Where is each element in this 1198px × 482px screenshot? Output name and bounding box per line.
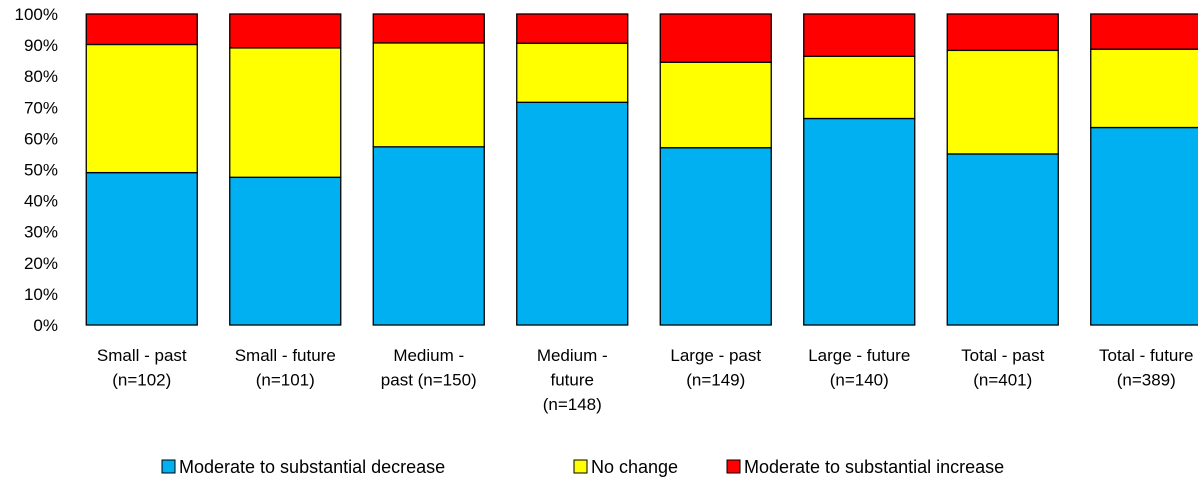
legend-swatch <box>573 459 588 474</box>
bar-segment <box>1090 48 1198 129</box>
legend-label: Moderate to substantial increase <box>744 457 1004 477</box>
bar-segment <box>85 13 198 46</box>
y-tick-label: 70% <box>24 98 58 117</box>
legend-label: Moderate to substantial decrease <box>179 457 445 477</box>
x-category-label: Medium -future (n=148) <box>537 346 608 414</box>
bars <box>85 13 1198 326</box>
bar-segment <box>1090 13 1198 50</box>
bar-segment <box>803 13 916 57</box>
x-category-label: Large - past (n=149) <box>670 346 761 390</box>
y-tick-label: 0% <box>33 316 58 335</box>
x-category-label: Small - past (n=102) <box>97 346 187 390</box>
x-category-label: Medium -past (n=150) <box>381 346 477 390</box>
bar-segment <box>229 13 342 49</box>
x-axis-labels: Small - past (n=102) Small - future (n=101)… <box>97 346 1194 414</box>
legend-label: No change <box>591 457 678 477</box>
bar-segment <box>946 13 1059 52</box>
y-tick-label: 30% <box>24 223 58 242</box>
y-tick-label: 10% <box>24 285 58 304</box>
bar-segment <box>659 61 772 149</box>
y-tick-label: 40% <box>24 192 58 211</box>
bar-segment <box>1090 126 1198 326</box>
x-category-label: Total - past (n=401) <box>961 346 1044 390</box>
bar-segment <box>229 176 342 326</box>
bar-segment <box>946 49 1059 155</box>
y-tick-label: 50% <box>24 161 58 180</box>
legend-swatch <box>161 459 176 474</box>
y-tick-label: 80% <box>24 67 58 86</box>
bar-segment <box>516 101 629 326</box>
bar-segment <box>659 147 772 326</box>
legend-item: Moderate to substantial decrease <box>161 457 445 477</box>
bar-segment <box>229 47 342 178</box>
bar-segment <box>516 42 629 103</box>
x-category-label: Total - future (n=389) <box>1099 346 1194 390</box>
bar-segment <box>516 13 629 44</box>
y-tick-label: 60% <box>24 129 58 148</box>
x-category-label: Large - future (n=140) <box>808 346 910 390</box>
x-category-label: Small - future (n=101) <box>235 346 336 390</box>
bar-segment <box>659 13 772 63</box>
bar-segment <box>803 55 916 120</box>
y-tick-label: 90% <box>24 36 58 55</box>
bar-segment <box>372 146 485 326</box>
legend-item: Moderate to substantial increase <box>726 457 1004 477</box>
bar-segment <box>372 13 485 44</box>
bar-segment <box>803 117 916 326</box>
bar-segment <box>946 153 1059 326</box>
legend: Moderate to substantial decrease No chang… <box>161 457 1004 477</box>
y-tick-label: 100% <box>15 5 58 24</box>
bar-segment <box>85 43 198 174</box>
bar-segment <box>372 42 485 148</box>
legend-item: No change <box>573 457 678 477</box>
y-axis-ticks: 0% 10% 20% 30% 40% 50% 60% 70% 80% 90% 100% <box>15 5 58 335</box>
y-tick-label: 20% <box>24 254 58 273</box>
legend-swatch <box>726 459 741 474</box>
bar-segment <box>85 171 198 326</box>
